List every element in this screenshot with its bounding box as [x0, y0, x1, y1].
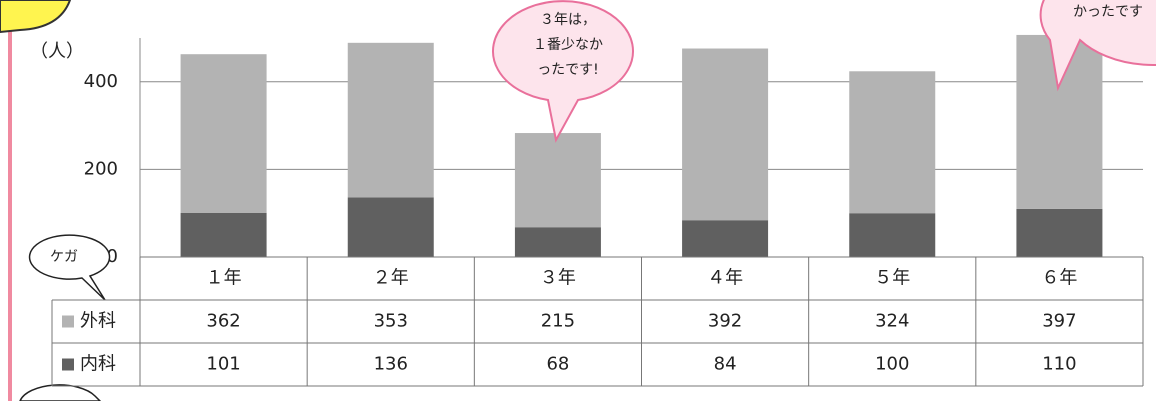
legend-swatch — [62, 315, 74, 328]
annotation: かったです — [1073, 4, 1143, 20]
table-cell: 84 — [714, 354, 737, 375]
y-tick-label: 200 — [84, 158, 118, 179]
decoration — [0, 0, 72, 34]
table-cell: 397 — [1042, 311, 1076, 332]
y-axis-label: （人） — [30, 41, 84, 62]
bar-segment — [849, 71, 936, 214]
table-cell: 392 — [708, 311, 742, 332]
bar-segment — [1016, 208, 1103, 257]
bar-segment — [180, 54, 267, 213]
bar-segment — [347, 197, 434, 257]
table-cell: 324 — [875, 311, 909, 332]
table-cell: 136 — [374, 354, 408, 375]
table-cell: 101 — [206, 354, 240, 375]
bar-segment — [849, 213, 936, 257]
column-header: ２年 — [373, 268, 409, 289]
bar-segment — [514, 227, 601, 257]
table-cell: 215 — [541, 311, 575, 332]
table-cell: 353 — [374, 311, 408, 332]
column-header: ４年 — [707, 268, 743, 289]
callout — [1039, 0, 1156, 92]
bar-segment — [180, 212, 267, 257]
column-header: ３年 — [540, 268, 576, 289]
bar-segment — [682, 48, 769, 221]
bar-segment — [682, 220, 769, 257]
column-header: １年 — [206, 268, 242, 289]
annotation: ３年は， — [540, 12, 596, 28]
bar-segment — [514, 133, 601, 228]
table-cell: 68 — [546, 354, 569, 375]
callout — [28, 234, 111, 301]
table-cell: 100 — [875, 354, 909, 375]
annotation: １番少なか — [533, 37, 603, 53]
table-cell: 362 — [206, 311, 240, 332]
y-tick-label: 400 — [84, 71, 118, 92]
table-cell: 110 — [1042, 354, 1076, 375]
annotation: ケガ — [50, 249, 78, 265]
legend-swatch — [62, 358, 74, 371]
column-header: ６年 — [1041, 268, 1077, 289]
y-tick-label: 0 — [107, 246, 118, 267]
annotation: ったです! — [537, 62, 599, 78]
bar-segment — [347, 42, 434, 198]
callout — [19, 384, 102, 401]
legend-label: 外科 — [80, 311, 116, 332]
column-header: ５年 — [874, 268, 910, 289]
legend-label: 内科 — [80, 354, 116, 375]
callout — [492, 0, 634, 143]
